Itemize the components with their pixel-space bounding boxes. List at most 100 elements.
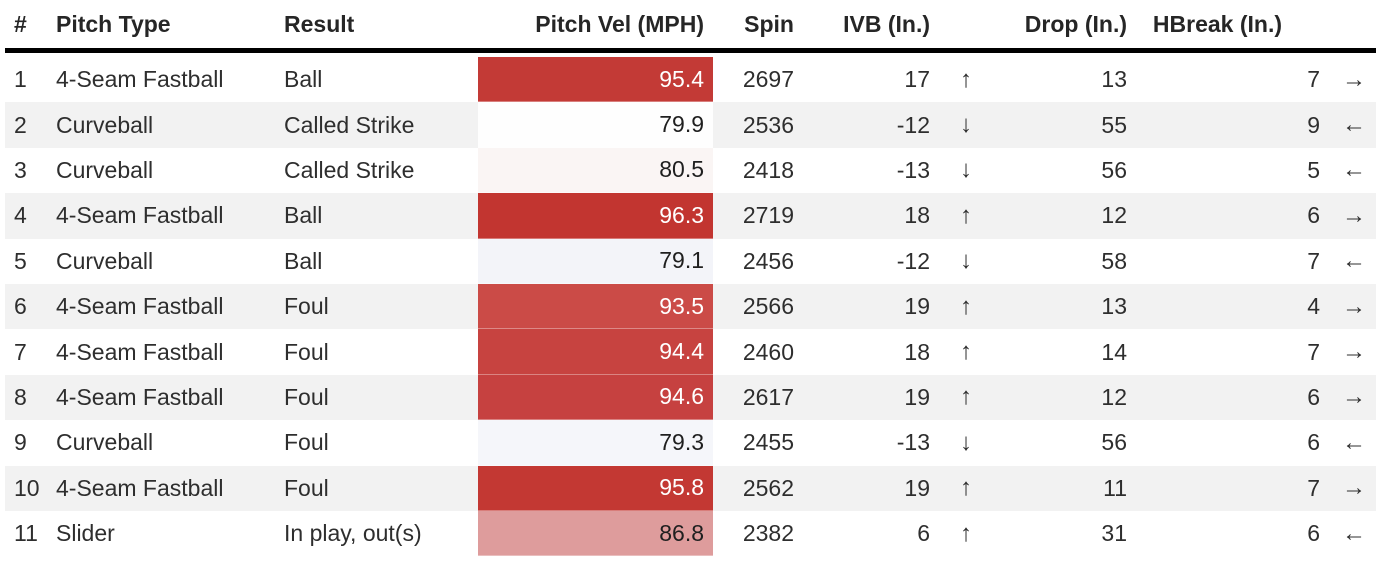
header-spin: Spin xyxy=(744,10,794,37)
spin-cell: 2456 xyxy=(742,247,794,274)
arrow-right-icon: → xyxy=(1342,338,1366,366)
hbreak-cell: 7 xyxy=(1307,474,1320,501)
table-row: 2 Curveball Called Strike 79.9 2536 -12 … xyxy=(0,102,1376,148)
ivb-cell: 19 xyxy=(904,474,930,501)
arrow-left-icon: ← xyxy=(1342,519,1366,547)
arrow-up-icon: ↑ xyxy=(960,65,972,93)
table-row: 9 Curveball Foul 79.3 2455 -13 ↓ 56 6 ← xyxy=(0,420,1376,466)
table-row: 7 4-Seam Fastball Foul 94.4 2460 18 ↑ 14… xyxy=(0,329,1376,375)
result-cell: Foul xyxy=(284,429,329,456)
table-row: 11 Slider In play, out(s) 86.8 2382 6 ↑ … xyxy=(0,510,1376,557)
hbreak-cell: 5 xyxy=(1307,156,1320,183)
ivb-cell: 19 xyxy=(904,293,930,320)
ivb-cell: -13 xyxy=(896,156,930,183)
drop-cell: 11 xyxy=(1103,474,1127,501)
ivb-cell: 6 xyxy=(917,520,930,547)
hbreak-cell: 7 xyxy=(1307,247,1320,274)
arrow-up-icon: ↑ xyxy=(960,383,972,411)
table-row: 6 4-Seam Fastball Foul 93.5 2566 19 ↑ 13… xyxy=(0,283,1376,330)
hbreak-cell: 4 xyxy=(1307,293,1320,320)
pitch-type-cell: 4-Seam Fastball xyxy=(56,383,224,410)
pitch-number-cell: 10 xyxy=(14,474,40,501)
pitch-type-cell: 4-Seam Fastball xyxy=(56,293,224,320)
pitch-number-cell: 6 xyxy=(14,293,27,320)
pitch-velocity-cell: 79.3 xyxy=(478,420,713,466)
hbreak-cell: 7 xyxy=(1307,338,1320,365)
drop-cell: 12 xyxy=(1101,383,1127,410)
result-cell: Foul xyxy=(284,474,329,501)
pitch-type-cell: Curveball xyxy=(56,111,154,138)
pitch-number-cell: 9 xyxy=(14,429,27,456)
arrow-up-icon: ↑ xyxy=(960,474,972,502)
result-cell: Called Strike xyxy=(284,111,415,138)
hbreak-cell: 7 xyxy=(1307,66,1320,93)
pitch-velocity-cell: 80.5 xyxy=(478,147,713,194)
pitch-number-cell: 8 xyxy=(14,383,27,410)
header-ivb: IVB (In.) xyxy=(843,10,930,37)
drop-cell: 58 xyxy=(1101,247,1127,274)
pitch-velocity-cell: 94.6 xyxy=(478,374,713,421)
arrow-right-icon: → xyxy=(1342,65,1366,93)
drop-cell: 12 xyxy=(1101,202,1127,229)
arrow-down-icon: ↓ xyxy=(960,156,972,184)
header-drop: Drop (In.) xyxy=(1024,10,1127,37)
pitch-type-cell: Slider xyxy=(56,520,115,547)
arrow-down-icon: ↓ xyxy=(960,247,972,275)
spin-cell: 2460 xyxy=(742,338,794,365)
spin-cell: 2617 xyxy=(742,383,794,410)
arrow-left-icon: ← xyxy=(1342,247,1366,275)
pitch-velocity-cell: 95.4 xyxy=(478,57,713,103)
hbreak-cell: 6 xyxy=(1307,429,1320,456)
hbreak-cell: 6 xyxy=(1307,520,1320,547)
drop-cell: 56 xyxy=(1101,156,1127,183)
hbreak-cell: 6 xyxy=(1307,202,1320,229)
drop-cell: 14 xyxy=(1101,338,1127,365)
result-cell: Called Strike xyxy=(284,156,415,183)
pitch-type-cell: Curveball xyxy=(56,247,154,274)
spin-cell: 2418 xyxy=(742,156,794,183)
arrow-up-icon: ↑ xyxy=(960,519,972,547)
arrow-right-icon: → xyxy=(1342,383,1366,411)
table-row: 10 4-Seam Fastball Foul 95.8 2562 19 ↑ 1… xyxy=(0,465,1376,511)
pitch-velocity-cell: 93.5 xyxy=(478,283,713,330)
pitch-velocity-cell: 86.8 xyxy=(478,510,713,557)
result-cell: Ball xyxy=(284,66,323,93)
pitch-type-cell: 4-Seam Fastball xyxy=(56,202,224,229)
table-row: 8 4-Seam Fastball Foul 94.6 2617 19 ↑ 12… xyxy=(0,374,1376,421)
table-row: 4 4-Seam Fastball Ball 96.3 2719 18 ↑ 12… xyxy=(0,193,1376,239)
arrow-right-icon: → xyxy=(1342,201,1366,229)
table-row: 3 Curveball Called Strike 80.5 2418 -13 … xyxy=(0,147,1376,194)
header-spacer xyxy=(0,53,1376,57)
ivb-cell: 17 xyxy=(904,66,930,93)
spin-cell: 2697 xyxy=(742,66,794,93)
arrow-right-icon: → xyxy=(1342,474,1366,502)
arrow-up-icon: ↑ xyxy=(960,292,972,320)
pitch-type-cell: 4-Seam Fastball xyxy=(56,474,224,501)
arrow-down-icon: ↓ xyxy=(960,428,972,456)
spin-cell: 2382 xyxy=(742,520,794,547)
header-result: Result xyxy=(284,10,355,37)
result-cell: Ball xyxy=(284,202,323,229)
pitch-type-cell: Curveball xyxy=(56,156,154,183)
drop-cell: 13 xyxy=(1101,66,1127,93)
spin-cell: 2719 xyxy=(742,202,794,229)
pitch-number-cell: 2 xyxy=(14,111,27,138)
table-header-row: # Pitch Type Result Pitch Vel (MPH) Spin… xyxy=(0,0,1376,48)
arrow-left-icon: ← xyxy=(1342,156,1366,184)
pitch-velocity-cell: 79.9 xyxy=(478,102,713,148)
pitch-velocity-cell: 79.1 xyxy=(478,238,713,284)
hbreak-cell: 9 xyxy=(1307,111,1320,138)
header-divider xyxy=(0,48,1376,53)
pitch-number-cell: 11 xyxy=(14,520,38,547)
header-pitch-number: # xyxy=(14,10,27,37)
arrow-left-icon: ← xyxy=(1342,428,1366,456)
table-body: 1 4-Seam Fastball Ball 95.4 2697 17 ↑ 13… xyxy=(0,57,1376,557)
table-row: 1 4-Seam Fastball Ball 95.4 2697 17 ↑ 13… xyxy=(0,57,1376,103)
drop-cell: 56 xyxy=(1101,429,1127,456)
arrow-down-icon: ↓ xyxy=(960,111,972,139)
result-cell: Foul xyxy=(284,338,329,365)
spin-cell: 2536 xyxy=(742,111,794,138)
ivb-cell: 18 xyxy=(904,338,930,365)
header-pitch-velocity: Pitch Vel (MPH) xyxy=(535,10,704,37)
